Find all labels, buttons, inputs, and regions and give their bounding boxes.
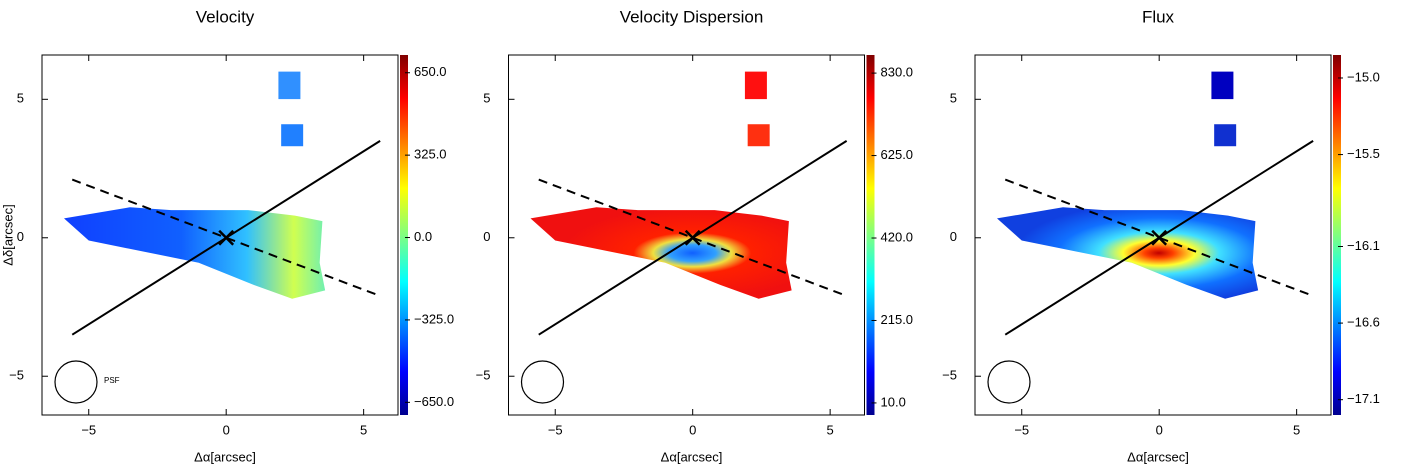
psf-circle — [54, 360, 98, 404]
panel: Velocity Dispersion −5 0 5 −5 0 5 Δα[arcsec] 10.… — [476, 7, 913, 464]
x-tick-label: 5 — [360, 422, 367, 437]
chart-title: Velocity — [196, 7, 255, 26]
y-axis-label: Δδ[arcsec] — [0, 204, 15, 265]
colorbar-tick-label: 0.0 — [414, 229, 432, 244]
map-knot — [1214, 124, 1237, 147]
y-tick-label: 0 — [483, 229, 490, 244]
colorbar-tick-label: −16.1 — [1347, 238, 1380, 253]
x-axis-label: Δα[arcsec] — [1127, 449, 1189, 464]
x-tick-label: 5 — [1293, 422, 1300, 437]
colorbar-tick-label: 625.0 — [881, 147, 914, 162]
map-body — [530, 207, 792, 299]
map-body — [996, 207, 1259, 299]
colorbar-tick-label: 830.0 — [881, 65, 914, 80]
colorbar-tick-label: −325.0 — [414, 311, 454, 326]
x-axis-label: Δα[arcsec] — [194, 449, 256, 464]
psf-circle — [987, 360, 1031, 404]
colorbar-tick-label: −15.5 — [1347, 146, 1380, 161]
x-tick-label: 0 — [1156, 422, 1163, 437]
colorbar-tick-label: 10.0 — [881, 394, 906, 409]
colorbar — [866, 55, 875, 415]
colorbar-tick-label: −15.0 — [1347, 69, 1380, 84]
colorbar-tick-label: −17.1 — [1347, 391, 1380, 406]
map-body — [63, 207, 326, 299]
panel: Flux −5 0 5 −5 0 5 Δα[arcsec] −17.1 −16.6 −16.1 −15… — [942, 7, 1380, 464]
dashed-axis-line — [538, 178, 847, 297]
y-tick-label: 0 — [950, 229, 957, 244]
colorbar — [1333, 55, 1341, 415]
chart-title: Flux — [1142, 7, 1175, 26]
x-tick-label: 5 — [827, 422, 834, 437]
map-knot — [1211, 71, 1234, 100]
y-tick-label: −5 — [476, 368, 491, 383]
map-knot — [744, 71, 767, 100]
colorbar-tick-label: −16.6 — [1347, 315, 1380, 330]
dashed-axis-line — [71, 178, 381, 297]
plot-frame — [974, 54, 1332, 416]
plot-frame — [41, 54, 399, 416]
colorbar — [400, 55, 408, 415]
x-axis-label: Δα[arcsec] — [661, 449, 723, 464]
x-tick-label: −5 — [1014, 422, 1029, 437]
plot-frame — [508, 54, 865, 416]
y-tick-label: 5 — [950, 91, 957, 106]
map-knot — [281, 124, 304, 147]
center-cross — [684, 229, 701, 246]
colorbar-tick-label: 215.0 — [881, 312, 914, 327]
center-cross — [218, 229, 235, 246]
y-tick-label: −5 — [9, 368, 24, 383]
y-tick-label: 5 — [483, 91, 490, 106]
y-tick-label: 5 — [17, 91, 24, 106]
x-tick-label: 0 — [223, 422, 230, 437]
x-tick-label: −5 — [81, 422, 96, 437]
center-cross — [1151, 229, 1168, 246]
colorbar-tick-label: 325.0 — [414, 147, 447, 162]
map-knot — [278, 71, 301, 100]
colorbar-tick-label: −650.0 — [414, 394, 454, 409]
y-tick-label: −5 — [942, 368, 957, 383]
psf-label: PSF — [104, 376, 120, 385]
colorbar-tick-label: 650.0 — [414, 64, 447, 79]
x-tick-label: −5 — [548, 422, 563, 437]
dashed-axis-line — [1004, 178, 1314, 297]
colorbar-tick-label: 420.0 — [881, 229, 914, 244]
panel: Velocity −5 0 5 −5 0 5 Δα[arcsec] Δδ[arcsec] PSF −… — [0, 7, 454, 464]
chart-title: Velocity Dispersion — [620, 7, 764, 26]
x-tick-label: 0 — [689, 422, 696, 437]
map-knot — [747, 124, 770, 147]
y-tick-label: 0 — [17, 229, 24, 244]
psf-circle — [520, 360, 565, 404]
